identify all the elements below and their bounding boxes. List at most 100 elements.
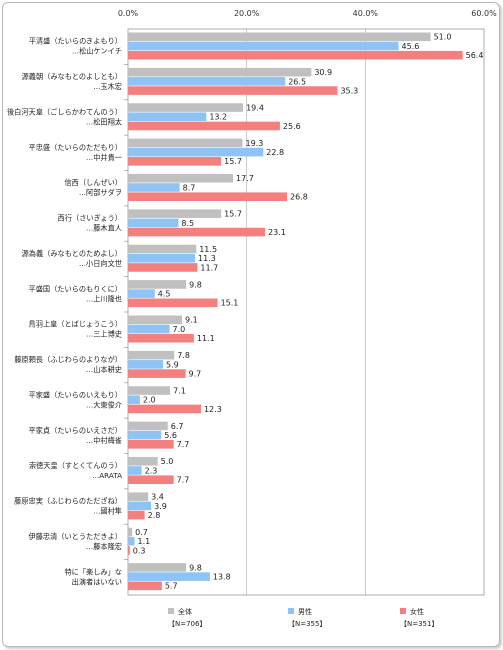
data-label: 5.7 [165,582,178,591]
category-label: 源義朝（みなもとのよしとも） [22,72,122,81]
category-label: 平家盛（たいらのいえもり） [29,390,122,399]
bar-女性 [128,581,162,591]
data-label: 26.8 [290,193,308,202]
category-label: 平忠盛（たいらのただもり） [29,143,122,152]
bar-女性 [128,86,338,95]
data-label: 3.4 [151,493,164,502]
bar-男性 [128,536,135,546]
category-label-sub: …藤本隆宏 [86,542,122,551]
bar-女性 [128,546,130,555]
bar-全体 [128,67,312,77]
category-label-sub: …阿部サダヲ [79,188,122,197]
bar-男性 [128,41,399,51]
legend-n: 【N=706】 [168,620,206,628]
data-label: 45.6 [402,42,420,51]
data-label: 8.7 [183,183,196,192]
bar-全体 [128,315,182,325]
legend-n: 【N=355】 [288,620,326,628]
bar-男性 [128,430,162,440]
data-label: 5.0 [161,457,174,466]
bar-全体 [128,350,175,360]
data-label: 2.8 [148,511,161,520]
category-label-sub: …中井貴一 [86,153,122,162]
data-label: 2.0 [143,396,156,405]
data-label: 11.7 [200,263,218,272]
data-label: 19.4 [246,103,264,112]
bar-全体 [128,138,243,148]
data-label: 3.9 [154,502,167,511]
legend-n: 【N=351】 [400,620,438,628]
data-label: 12.3 [204,405,222,414]
bar-女性 [128,263,198,272]
category-label-sub: …國村隼 [93,507,122,516]
bar-全体 [128,492,149,501]
data-label: 11.5 [199,245,217,254]
bar-男性 [128,501,152,511]
bar-男性 [128,466,142,475]
bar-男性 [128,572,210,581]
bar-全体 [128,386,171,395]
x-tick-label: 40.0% [353,9,379,18]
bar-女性 [128,157,222,166]
bar-女性 [128,298,218,308]
data-label: 56.4 [466,51,484,60]
category-label: 西行（さいぎょう） [58,214,122,223]
category-label-sub: …藤木直人 [86,224,122,233]
bar-全体 [128,174,234,183]
category-label: 平家貞（たいらのいえさだ） [29,426,122,435]
bar-女性 [128,192,288,201]
category-label: 源為義（みなもとのためよし） [22,249,122,258]
data-label: 17.7 [236,174,254,183]
bar-全体 [128,103,244,112]
legend-swatch-全体 [168,608,174,614]
bar-女性 [128,404,201,414]
bar-女性 [128,333,194,343]
category-label-sub: 出演者はいない [72,577,122,586]
data-label: 0.3 [133,546,146,555]
bar-男性 [128,112,207,122]
category-label-sub: …小日向文世 [79,259,122,268]
category-label: 伊藤忠清（いとうただきよ） [29,532,122,541]
category-label-sub: …中村梅雀 [86,436,122,445]
bar-男性 [128,395,140,405]
data-label: 9.7 [189,369,202,378]
bar-全体 [128,527,133,537]
x-tick-label: 20.0% [234,9,260,18]
data-label: 7.7 [177,476,190,485]
data-label: 9.1 [185,316,198,325]
x-tick-label: 0.0% [118,9,139,18]
data-label: 15.1 [221,299,239,308]
category-label-sub: …山本耕史 [86,365,122,374]
data-label: 26.5 [288,77,306,86]
data-label: 22.8 [266,148,284,157]
legend-swatch-男性 [288,608,294,614]
bar-女性 [128,510,145,520]
bar-女性 [128,475,174,484]
data-label: 7.7 [177,440,190,449]
category-label-sub: …松山ケンイチ [72,47,122,56]
bar-全体 [128,457,158,466]
bar-全体 [128,563,187,572]
data-label: 7.8 [177,351,190,360]
category-label: 信西（しんぜい） [64,178,122,187]
bar-男性 [128,147,264,157]
legend-label: 女性 [410,607,424,616]
x-tick-label: 60.0% [471,9,497,18]
bar-女性 [128,121,280,131]
bar-女性 [128,369,186,378]
data-label: 8.5 [181,219,194,228]
data-label: 15.7 [224,210,242,219]
category-label-sub: …玉木宏 [93,82,122,91]
data-label: 51.0 [434,33,452,42]
bar-男性 [128,289,155,298]
bar-全体 [128,421,168,431]
bar-全体 [128,244,197,254]
category-label: 崇徳天皇（すとくてんのう） [29,461,122,470]
data-label: 23.1 [268,228,286,237]
category-label: 後白河天皇（ごしらかわてんのう） [7,107,122,116]
data-label: 13.8 [213,573,231,582]
bar-男性 [128,253,196,263]
data-label: 15.7 [224,157,242,166]
data-label: 9.8 [189,563,202,572]
